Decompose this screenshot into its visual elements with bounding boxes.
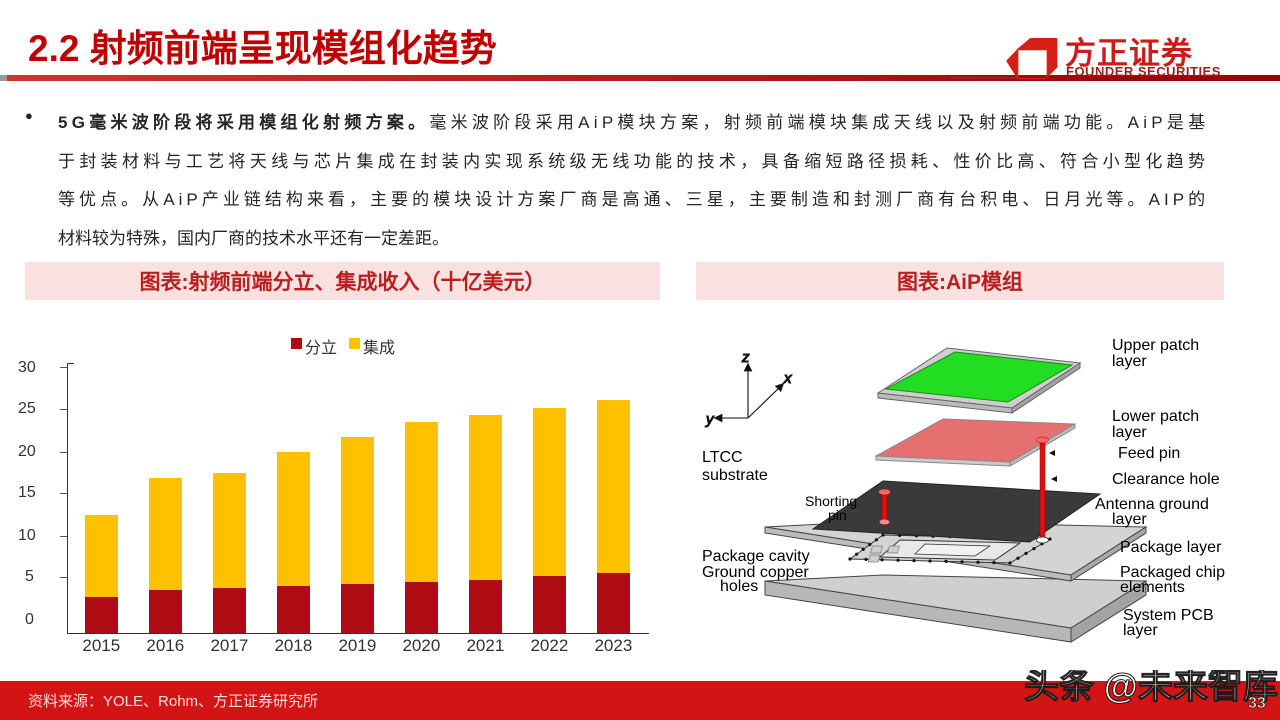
svg-text:holes: holes: [720, 578, 758, 595]
svg-text:layer: layer: [1123, 622, 1158, 639]
svg-text:pin: pin: [828, 507, 847, 523]
svg-text:layer: layer: [1112, 424, 1147, 441]
svg-text:Package cavity: Package cavity: [702, 548, 810, 565]
svg-text:substrate: substrate: [702, 467, 768, 484]
svg-text:Clearance hole: Clearance hole: [1112, 471, 1220, 488]
svg-text:elements: elements: [1120, 579, 1185, 596]
svg-text:Upper patch: Upper patch: [1112, 337, 1199, 354]
svg-text:33: 33: [1248, 695, 1266, 712]
svg-text:z: z: [741, 349, 750, 366]
svg-text:Lower patch: Lower patch: [1112, 408, 1199, 425]
svg-text:layer: layer: [1112, 511, 1147, 528]
svg-text:Package layer: Package layer: [1120, 539, 1222, 556]
svg-text:Feed pin: Feed pin: [1118, 445, 1180, 462]
svg-text:layer: layer: [1112, 353, 1147, 370]
svg-text:LTCC: LTCC: [702, 449, 743, 466]
svg-text:x: x: [783, 370, 792, 387]
svg-text:头条 @未来智库: 头条 @未来智库: [1024, 667, 1278, 706]
